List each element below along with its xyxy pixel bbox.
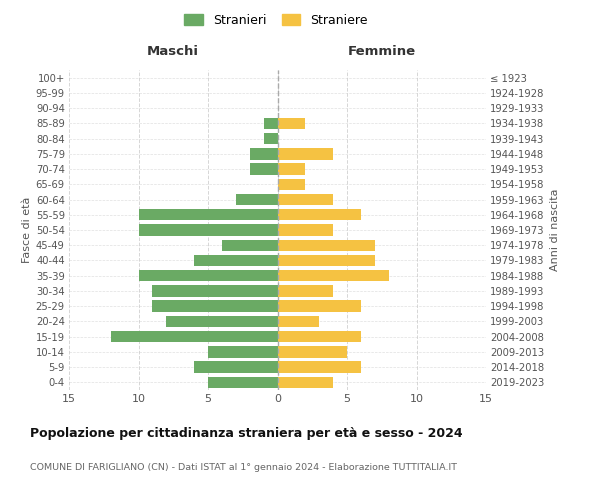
Text: COMUNE DI FARIGLIANO (CN) - Dati ISTAT al 1° gennaio 2024 - Elaborazione TUTTITA: COMUNE DI FARIGLIANO (CN) - Dati ISTAT a…: [30, 462, 457, 471]
Bar: [194, 255, 277, 266]
Bar: [208, 376, 277, 388]
Bar: [277, 178, 305, 190]
Bar: [277, 194, 333, 205]
Bar: [277, 331, 361, 342]
Bar: [277, 255, 375, 266]
Bar: [277, 209, 361, 220]
Bar: [277, 346, 347, 358]
Bar: [277, 240, 375, 251]
Bar: [236, 194, 277, 205]
Bar: [139, 209, 277, 220]
Y-axis label: Fasce di età: Fasce di età: [22, 197, 32, 263]
Bar: [111, 331, 277, 342]
Bar: [139, 224, 277, 235]
Bar: [152, 285, 277, 296]
Y-axis label: Anni di nascita: Anni di nascita: [550, 188, 560, 271]
Text: Popolazione per cittadinanza straniera per età e sesso - 2024: Popolazione per cittadinanza straniera p…: [30, 428, 463, 440]
Bar: [263, 118, 277, 129]
Bar: [277, 362, 361, 373]
Bar: [277, 300, 361, 312]
Bar: [277, 118, 305, 129]
Text: Femmine: Femmine: [347, 45, 416, 58]
Bar: [263, 133, 277, 144]
Bar: [277, 148, 333, 160]
Bar: [277, 285, 333, 296]
Text: Maschi: Maschi: [147, 45, 199, 58]
Bar: [277, 270, 389, 281]
Bar: [277, 316, 319, 327]
Legend: Stranieri, Straniere: Stranieri, Straniere: [179, 8, 373, 32]
Bar: [222, 240, 277, 251]
Bar: [139, 270, 277, 281]
Bar: [250, 164, 277, 175]
Bar: [194, 362, 277, 373]
Bar: [277, 376, 333, 388]
Bar: [250, 148, 277, 160]
Bar: [277, 224, 333, 235]
Bar: [208, 346, 277, 358]
Bar: [166, 316, 277, 327]
Bar: [277, 164, 305, 175]
Bar: [152, 300, 277, 312]
